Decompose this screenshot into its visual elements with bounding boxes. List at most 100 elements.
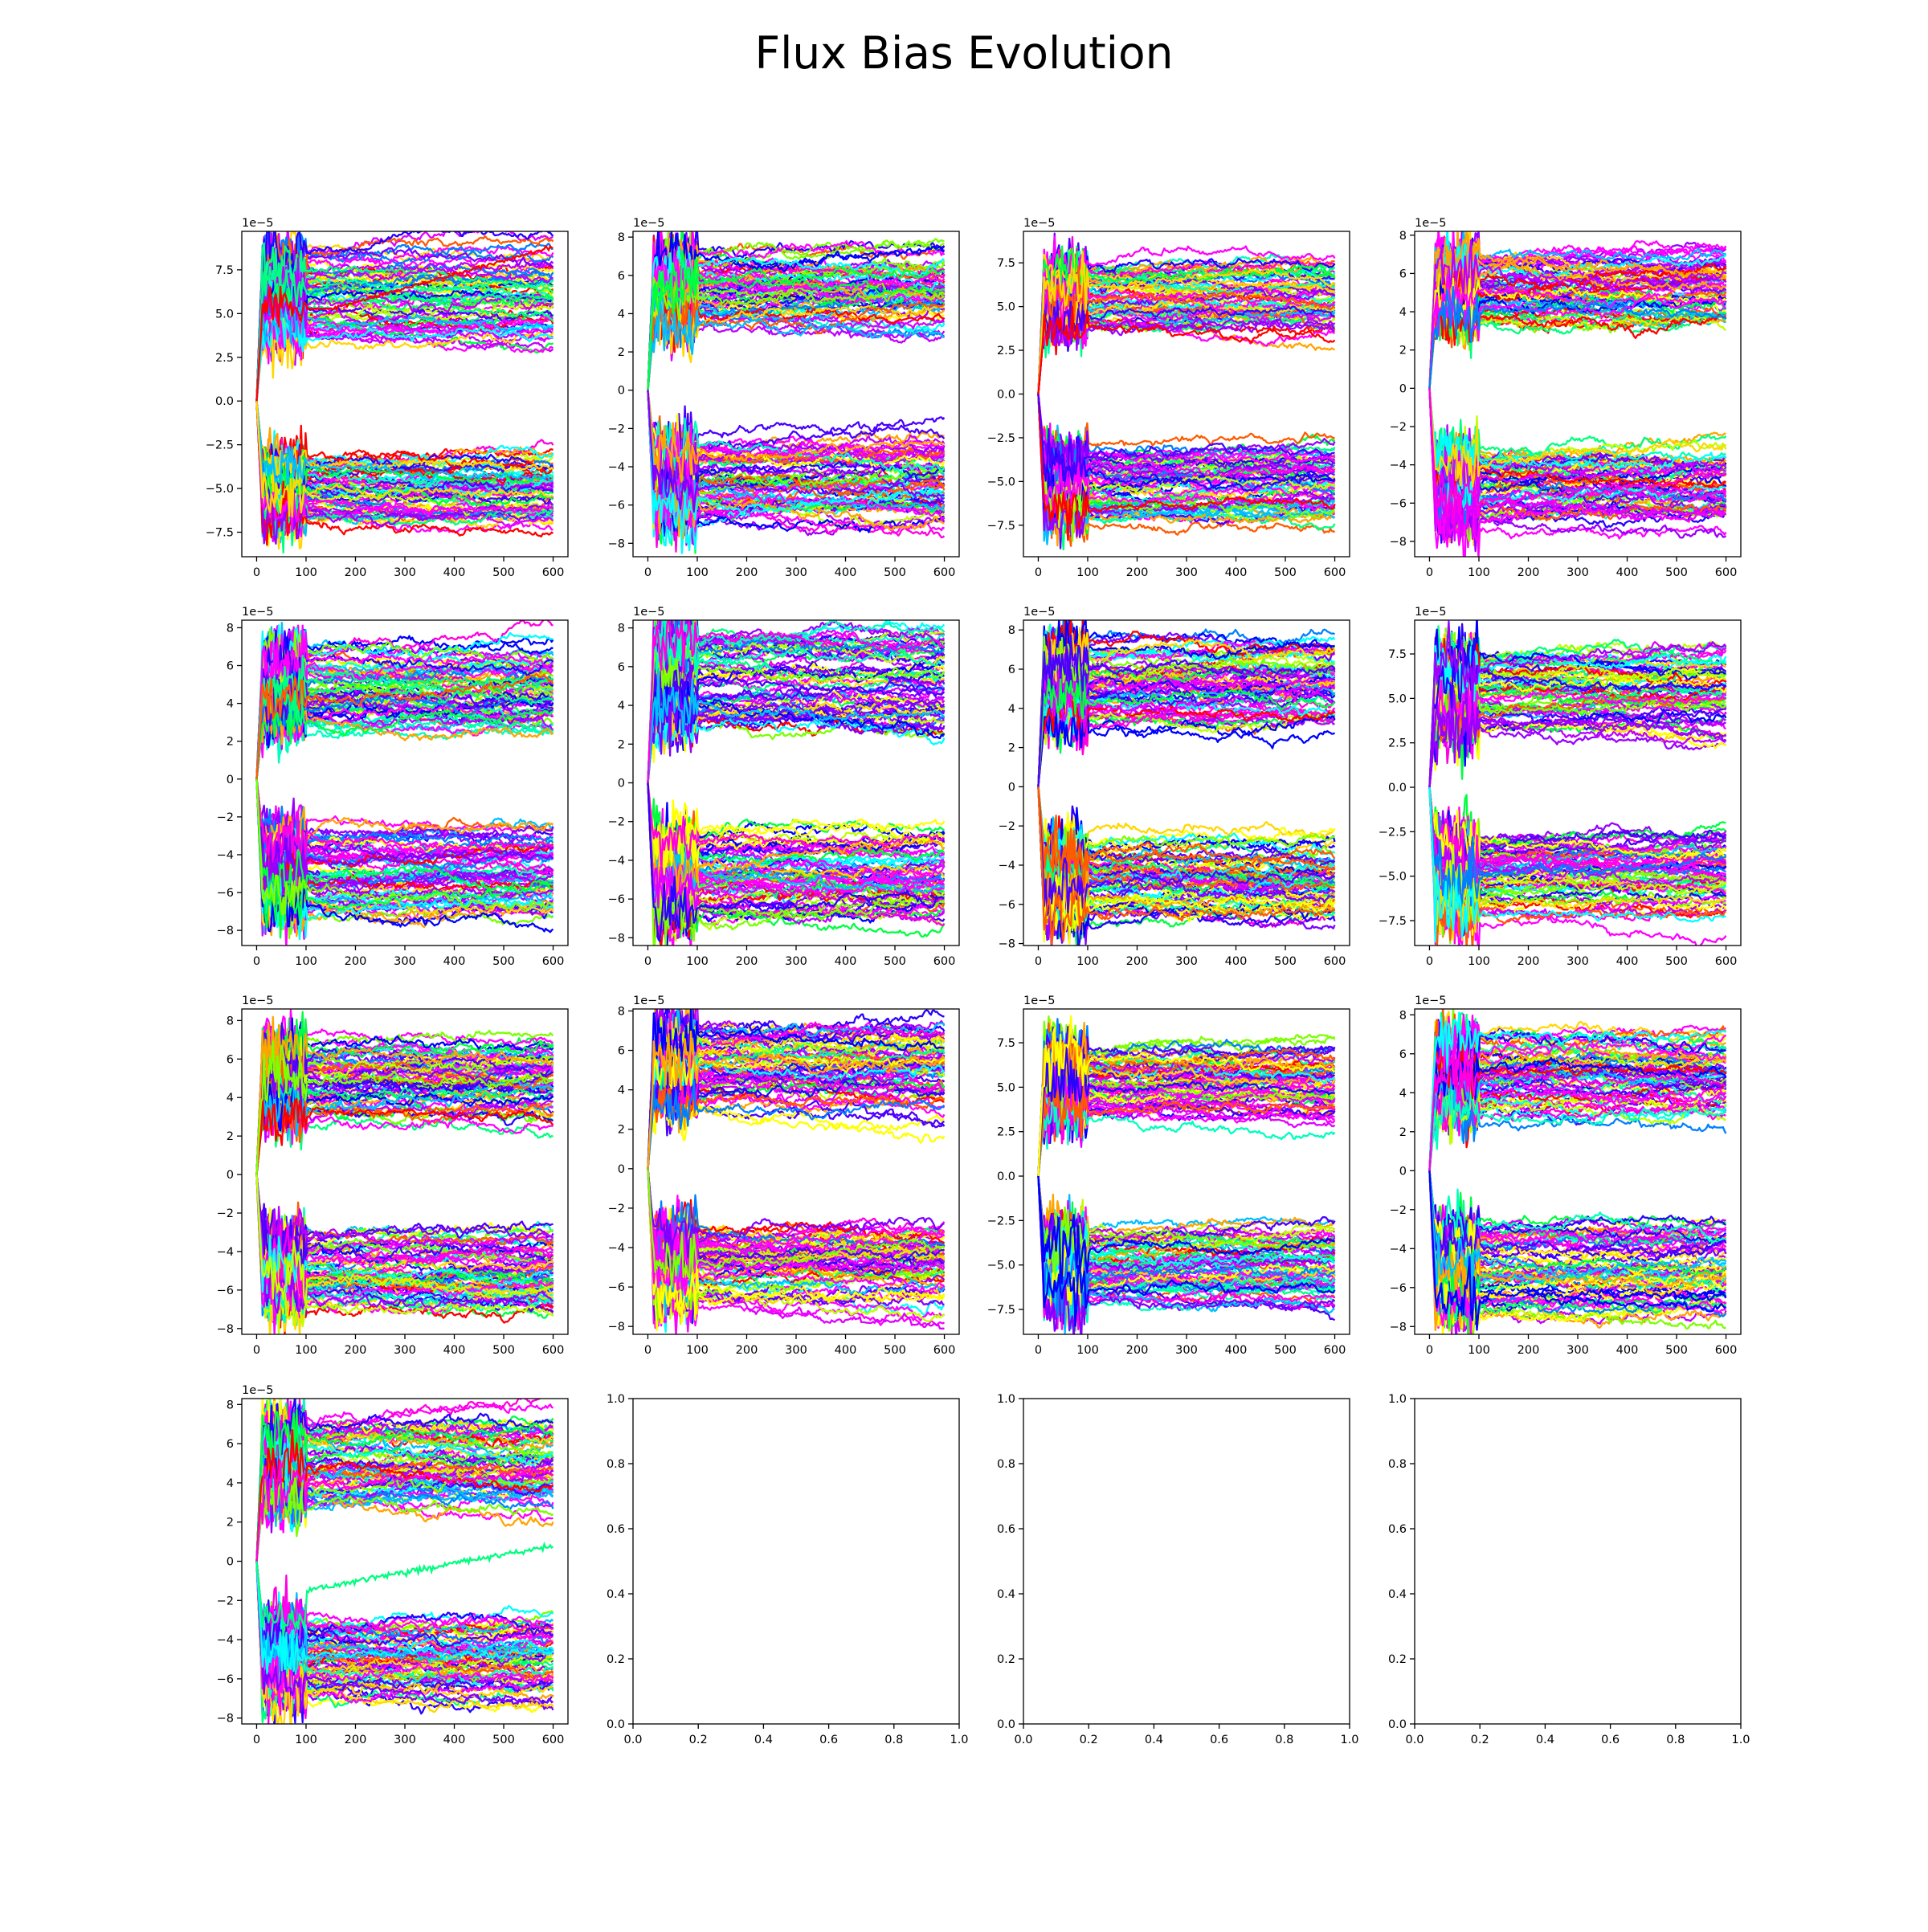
y-tick-label: 0.4 xyxy=(997,1588,1015,1601)
series-line xyxy=(1037,1175,1336,1285)
y-tick-label: −2 xyxy=(1390,1204,1407,1217)
y-offset-label: 1e−5 xyxy=(242,217,274,230)
series-line xyxy=(1037,1072,1336,1177)
y-tick-label: 2 xyxy=(618,346,625,359)
y-tick-label: 2 xyxy=(227,1130,234,1143)
series-line xyxy=(647,296,945,390)
x-tick-label: 400 xyxy=(443,1734,466,1746)
y-tick-label: 1.0 xyxy=(607,1393,625,1406)
y-tick-label: 8 xyxy=(618,1005,625,1018)
y-tick-label: 2 xyxy=(1008,742,1015,755)
y-tick-label: 4 xyxy=(618,700,625,713)
series-line xyxy=(255,1561,554,1673)
series-line xyxy=(1037,394,1336,484)
x-tick-label: 400 xyxy=(835,1344,857,1357)
y-tick-label: −8 xyxy=(217,925,234,937)
series-line xyxy=(255,235,554,402)
series-line xyxy=(255,318,554,402)
x-tick-label: 0.0 xyxy=(1014,1734,1032,1746)
series-line xyxy=(647,782,946,896)
subplot-9: 0 100 200 300 400 500 600 −8 −6 −4 −2 0 2 4 6 8 1e−5 xyxy=(217,995,569,1357)
series-line xyxy=(647,390,946,474)
series-line xyxy=(647,1057,946,1169)
series-line xyxy=(1428,274,1726,389)
series-line xyxy=(1037,394,1336,514)
x-tick-label: 200 xyxy=(1517,955,1540,968)
y-tick-label: 8 xyxy=(1399,230,1407,243)
x-tick-label: 400 xyxy=(835,955,857,968)
x-tick-label: 100 xyxy=(295,955,317,968)
x-tick-label: 200 xyxy=(345,955,367,968)
x-tick-label: 600 xyxy=(933,955,956,968)
series-line xyxy=(647,390,945,484)
x-tick-label: 0.4 xyxy=(1536,1734,1554,1746)
y-tick-label: −7.5 xyxy=(206,527,234,540)
y-tick-label: 4 xyxy=(618,308,625,321)
series-line xyxy=(1037,648,1336,787)
x-tick-label: 300 xyxy=(394,1344,416,1357)
series-line xyxy=(1037,305,1336,394)
x-tick-label: 400 xyxy=(1225,955,1248,968)
series-line xyxy=(1428,786,1726,941)
y-tick-label: 0.4 xyxy=(1388,1588,1407,1601)
series-line xyxy=(1037,394,1336,480)
x-tick-label: 0 xyxy=(253,1734,260,1746)
x-tick-label: 100 xyxy=(295,1734,317,1746)
x-tick-label: 500 xyxy=(492,955,515,968)
y-offset-label: 1e−5 xyxy=(1023,217,1056,230)
x-tick-label: 300 xyxy=(1566,566,1589,579)
series-line xyxy=(1428,239,1727,389)
x-tick-label: 0 xyxy=(644,566,652,579)
x-tick-label: 600 xyxy=(542,1344,565,1357)
series-line xyxy=(1428,620,1727,788)
series-line xyxy=(647,699,946,783)
series-line xyxy=(647,1168,945,1259)
series-line xyxy=(647,390,946,538)
series-line xyxy=(1428,1080,1726,1171)
y-tick-label: −6 xyxy=(608,893,625,906)
y-tick-label: 6 xyxy=(1399,1048,1407,1061)
subplot-13: 0 100 200 300 400 500 600 −8 −6 −4 −2 0 2 4 6 8 1e−5 xyxy=(217,1384,569,1746)
y-tick-label: −8 xyxy=(1390,536,1407,549)
x-tick-label: 600 xyxy=(542,1734,565,1746)
y-tick-label: −6 xyxy=(217,1285,234,1297)
series-line xyxy=(1037,394,1336,477)
x-tick-label: 0.0 xyxy=(623,1734,642,1746)
series-line xyxy=(255,1086,553,1175)
y-tick-label: 0 xyxy=(1399,1165,1407,1178)
x-tick-label: 100 xyxy=(686,1344,709,1357)
series-line xyxy=(1428,645,1727,788)
series-group xyxy=(1037,232,1336,551)
x-tick-label: 0.2 xyxy=(1471,1734,1489,1746)
series-line xyxy=(1037,235,1336,394)
x-tick-label: 0.0 xyxy=(1405,1734,1424,1746)
y-tick-label: −4 xyxy=(999,860,1015,872)
y-tick-label: 0.4 xyxy=(607,1588,625,1601)
series-line xyxy=(255,1174,554,1259)
x-tick-label: 300 xyxy=(394,1734,416,1746)
series-line xyxy=(255,655,553,779)
series-line xyxy=(255,778,554,864)
series-line xyxy=(647,782,946,913)
series-line xyxy=(1428,684,1726,788)
series-line xyxy=(255,1561,554,1698)
outlier-series-line xyxy=(255,1541,554,1636)
y-tick-label: −8 xyxy=(608,1321,625,1334)
subplot-2: 0 100 200 300 400 500 600 −8 −6 −4 −2 0 2 4 6 8 1e−5 xyxy=(608,217,960,579)
x-tick-label: 400 xyxy=(1616,1344,1639,1357)
series-group xyxy=(1428,231,1727,557)
y-tick-label: −2 xyxy=(217,811,234,824)
y-tick-label: −2 xyxy=(608,423,625,435)
series-line xyxy=(647,390,946,487)
series-line xyxy=(647,390,946,513)
series-line xyxy=(1428,1055,1727,1171)
y-tick-label: 2.5 xyxy=(215,352,234,365)
x-tick-label: 500 xyxy=(492,1344,515,1357)
series-line xyxy=(647,1168,946,1297)
x-tick-label: 0 xyxy=(644,955,652,968)
y-tick-label: 7.5 xyxy=(1388,648,1407,661)
x-tick-label: 200 xyxy=(345,1734,367,1746)
series-line xyxy=(255,695,554,779)
y-tick-label: 0.0 xyxy=(997,1170,1015,1183)
series-line xyxy=(1428,672,1727,788)
